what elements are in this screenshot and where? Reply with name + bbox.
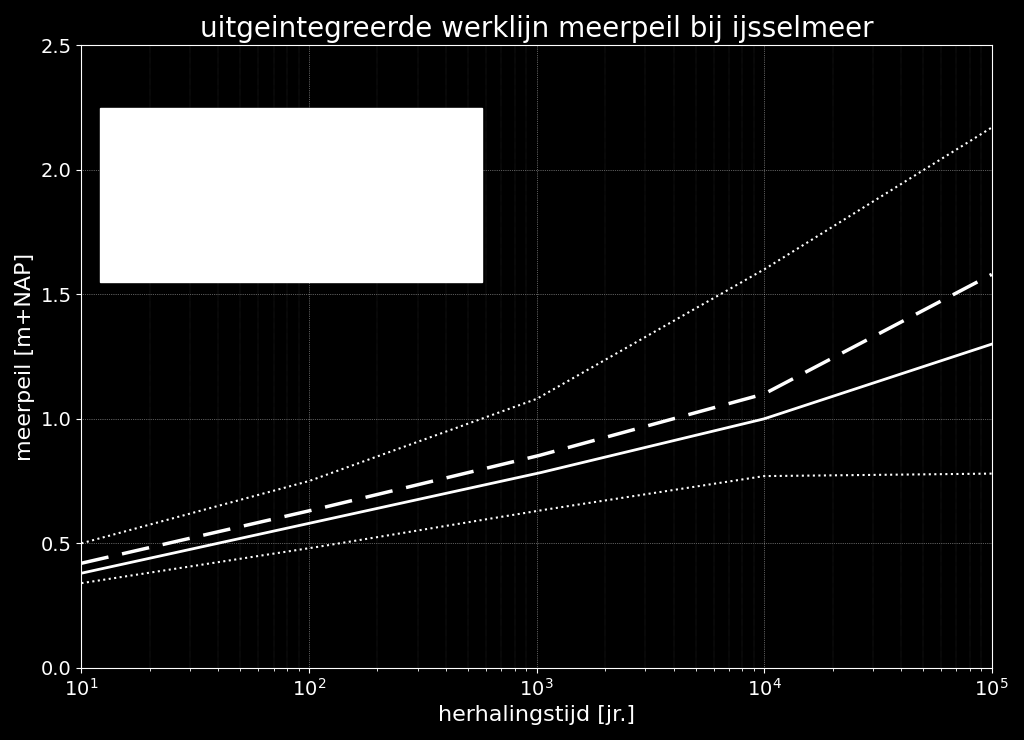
Title: uitgeintegreerde werklijn meerpeil bij ijsselmeer: uitgeintegreerde werklijn meerpeil bij i… <box>200 15 873 43</box>
Y-axis label: meerpeil [m+NAP]: meerpeil [m+NAP] <box>15 252 35 460</box>
X-axis label: herhalingstijd [jr.]: herhalingstijd [jr.] <box>438 705 635 725</box>
FancyBboxPatch shape <box>99 107 482 282</box>
